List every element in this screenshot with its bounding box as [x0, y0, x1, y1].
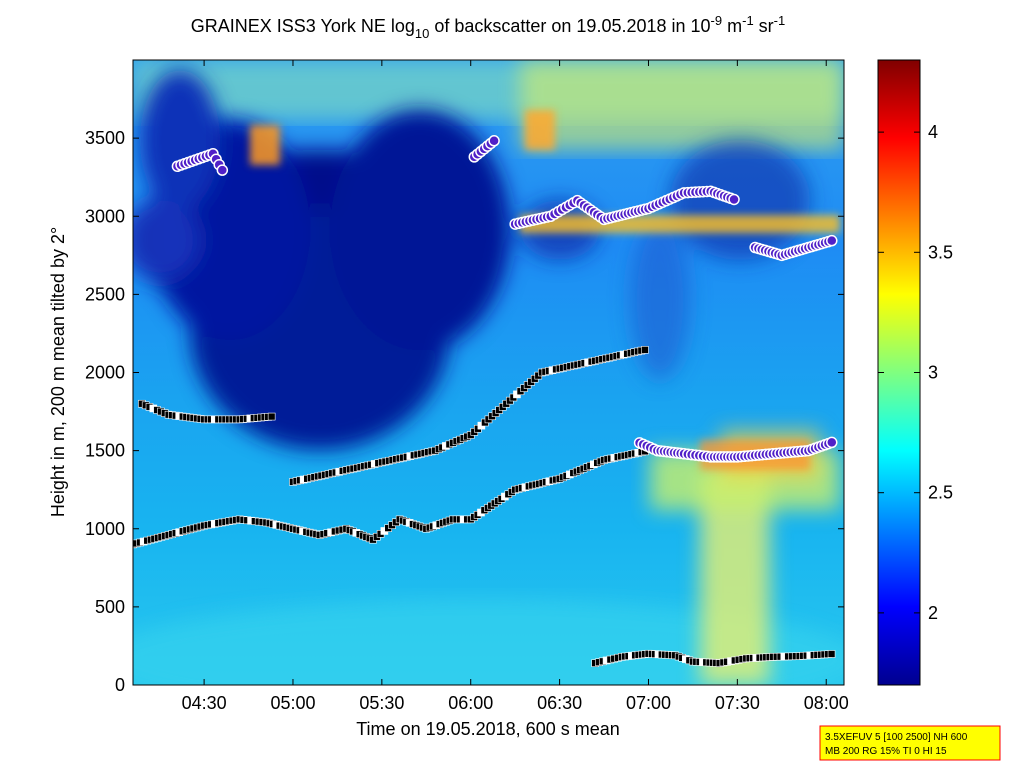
- cloud-base-marker: [488, 135, 500, 147]
- info-line-1: 3.5XEFUV 5 [100 2500] NH 600: [825, 732, 968, 743]
- info-line-2: MB 200 RG 15% TI 0 HI 15: [825, 746, 947, 757]
- cloud-base-marker: [728, 193, 740, 206]
- y-tick-label: 500: [95, 597, 125, 617]
- info-box: 3.5XEFUV 5 [100 2500] NH 600 MB 200 RG 1…: [819, 725, 1001, 761]
- x-tick-label: 07:00: [626, 693, 671, 713]
- x-tick-label: 04:30: [182, 693, 227, 713]
- layer-marker: [267, 412, 276, 421]
- y-axis-label: Height in m, 200 m mean tilted by 2°: [48, 227, 68, 517]
- surface-layer: [133, 600, 844, 685]
- x-tick-label: 06:00: [448, 693, 493, 713]
- y-tick-label: 3000: [85, 206, 125, 226]
- layer-marker: [827, 650, 836, 658]
- y-tick-label: 1000: [85, 519, 125, 539]
- y-tick-label: 3500: [85, 128, 125, 148]
- y-tick-label: 0: [115, 675, 125, 695]
- colorbar-tick-label: 2: [928, 603, 938, 623]
- cloud-base-marker: [216, 164, 229, 176]
- y-axis: 0 500 1000 1500 2000 2500 3000 3500: [85, 128, 844, 695]
- colorbar-tick-label: 3: [928, 363, 938, 383]
- chart-title: GRAINEX ISS3 York NE log10 of backscatte…: [191, 13, 785, 41]
- x-tick-label: 05:00: [270, 693, 315, 713]
- colorbar-ticks: 2 2.5 3 3.5 4: [878, 122, 953, 623]
- cloud-base-marker: [826, 436, 838, 449]
- x-tick-label: 07:30: [715, 693, 760, 713]
- colorbar-tick-label: 2.5: [928, 483, 953, 503]
- y-tick-label: 2000: [85, 363, 125, 383]
- low-backscatter-regions: [133, 70, 810, 450]
- x-axis: 04:30 05:00 05:30 06:00 06:30 07:00 07:30 08:00: [182, 60, 849, 713]
- x-tick-label: 05:30: [359, 693, 404, 713]
- colorbar-tick-label: 3.5: [928, 242, 953, 262]
- colorbar-bar: [877, 59, 921, 686]
- y-tick-label: 1500: [85, 441, 125, 461]
- cloud-base-marker: [826, 234, 838, 247]
- layer-marker: [641, 346, 649, 354]
- plot-area: [133, 60, 844, 685]
- colorbar-tick-label: 4: [928, 122, 938, 142]
- info-box-frame: [819, 725, 1001, 761]
- layer-markers: [133, 135, 838, 667]
- x-axis-label: Time on 19.05.2018, 600 s mean: [356, 719, 620, 739]
- x-tick-label: 08:00: [804, 693, 849, 713]
- colorbar: 2 2.5 3 3.5 4: [877, 59, 953, 686]
- x-tick-label: 06:30: [537, 693, 582, 713]
- y-tick-label: 2500: [85, 284, 125, 304]
